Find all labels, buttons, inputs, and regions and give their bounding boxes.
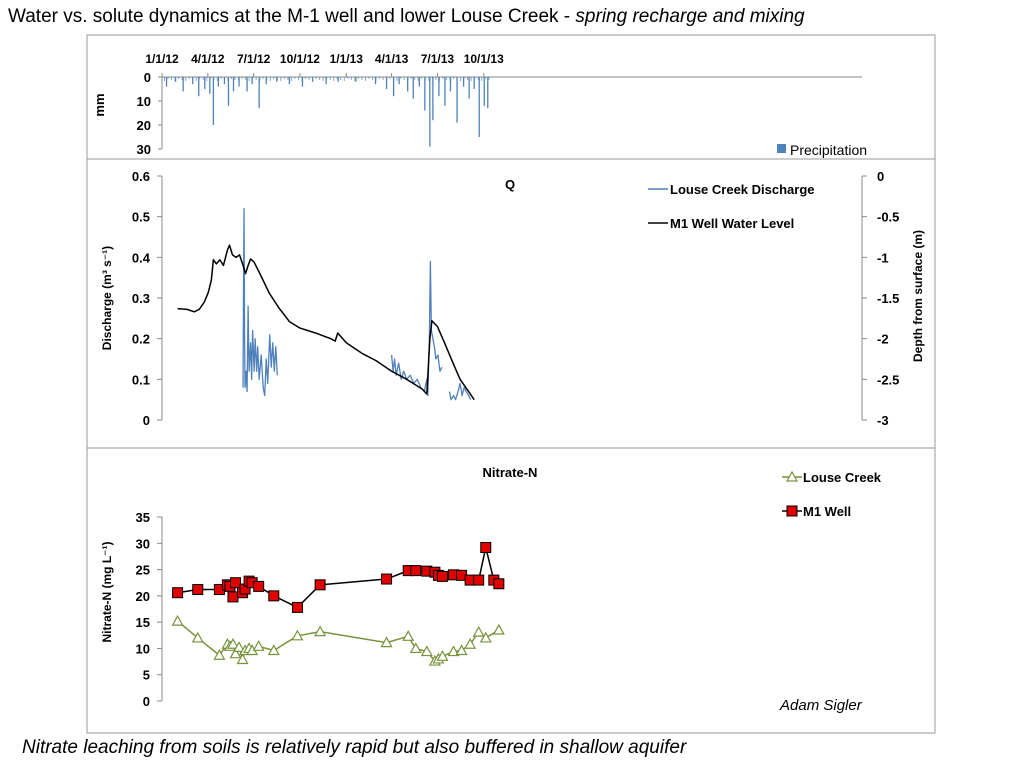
precip-y-tick-label: 20 bbox=[137, 118, 151, 133]
discharge-legend-label: Louse Creek Discharge bbox=[670, 182, 815, 197]
louse-creek-point bbox=[420, 645, 433, 657]
nitrate-y-tick-label: 20 bbox=[136, 589, 150, 604]
louse-creek-point bbox=[464, 637, 477, 649]
m1-well-point bbox=[493, 578, 505, 590]
nitrate-y-axis-label: Nitrate-N (mg L⁻¹) bbox=[100, 542, 114, 643]
precip-x-tick-label: 10/1/12 bbox=[280, 52, 320, 66]
discharge-y-tick-label: 0.1 bbox=[132, 372, 150, 387]
nitrate-y-tick-label: 25 bbox=[136, 563, 150, 578]
louse-creek-point bbox=[252, 640, 265, 651]
depth-y-tick-label: 0 bbox=[877, 169, 884, 184]
author-credit: Adam Sigler bbox=[779, 697, 863, 714]
louse-creek-point bbox=[314, 625, 327, 637]
louse-creek-point bbox=[191, 631, 204, 643]
precip-x-tick-label: 7/1/13 bbox=[421, 52, 455, 66]
m1-well-point bbox=[253, 580, 265, 592]
depth-y-tick-label: -1.5 bbox=[877, 291, 899, 306]
discharge-y-tick-label: 0.3 bbox=[132, 291, 150, 306]
louse-creek-point bbox=[492, 623, 505, 635]
precip-x-tick-label: 7/1/12 bbox=[237, 52, 271, 66]
discharge-line-segment bbox=[448, 382, 472, 401]
louse-creek-legend-marker bbox=[785, 470, 799, 482]
precip-x-tick-label: 4/1/12 bbox=[191, 52, 225, 66]
m1-well-legend-label: M1 Well bbox=[803, 504, 851, 519]
louse-creek-point bbox=[226, 637, 240, 649]
precip-x-tick-label: 1/1/12 bbox=[145, 52, 179, 66]
nitrate-y-tick-label: 30 bbox=[136, 536, 150, 551]
page-caption: Nitrate leaching from soils is relativel… bbox=[22, 737, 687, 758]
discharge-chart-title: Q bbox=[505, 177, 515, 192]
precip-x-tick-label: 1/1/13 bbox=[330, 52, 364, 66]
discharge-panel-frame bbox=[86, 158, 936, 449]
m1-well-legend-marker bbox=[786, 505, 798, 517]
m1-well-point bbox=[314, 579, 326, 591]
m1-well-point bbox=[480, 541, 492, 553]
precip-y-axis-label: mm bbox=[92, 93, 107, 116]
depth-y-tick-label: -2 bbox=[877, 332, 889, 347]
louse-creek-point bbox=[267, 644, 280, 656]
discharge-y-tick-label: 0.4 bbox=[132, 250, 151, 265]
precip-x-tick-label: 10/1/13 bbox=[464, 52, 504, 66]
louse-creek-point bbox=[291, 629, 304, 641]
nitrate-y-tick-label: 0 bbox=[143, 694, 150, 709]
m1-well-point bbox=[227, 591, 239, 603]
m1-well-point bbox=[192, 584, 204, 596]
m1-well-point bbox=[268, 590, 280, 602]
depth-y-tick-label: -1 bbox=[877, 250, 889, 265]
discharge-y-tick-label: 0.6 bbox=[132, 169, 150, 184]
louse-creek-point bbox=[436, 650, 449, 661]
well-level-line bbox=[177, 244, 475, 401]
m1-well-point bbox=[381, 573, 393, 585]
m1-well-point bbox=[410, 565, 422, 577]
louse-creek-point bbox=[233, 641, 246, 652]
discharge-line-segment bbox=[242, 207, 278, 397]
louse-creek-point bbox=[213, 649, 226, 660]
nitrate-panel-frame bbox=[86, 447, 936, 734]
depth-y-tick-label: -0.5 bbox=[877, 210, 899, 225]
louse-creek-point bbox=[380, 636, 393, 648]
title-italic: spring recharge and mixing bbox=[575, 6, 805, 27]
precip-y-tick-label: 10 bbox=[137, 94, 151, 109]
louse-creek-point bbox=[236, 653, 249, 665]
louse-creek-point bbox=[402, 630, 415, 641]
depth-y-tick-label: -3 bbox=[877, 413, 889, 428]
discharge-y-tick-label: 0.2 bbox=[132, 332, 150, 347]
louse-creek-point bbox=[171, 614, 184, 626]
m1-well-point bbox=[473, 574, 485, 586]
louse-creek-point bbox=[455, 644, 468, 656]
title-main: Water vs. solute dynamics at the M-1 wel… bbox=[8, 6, 576, 27]
nitrate-y-tick-label: 15 bbox=[136, 615, 150, 630]
nitrate-chart-title: Nitrate-N bbox=[483, 465, 538, 480]
louse-creek-legend-label: Louse Creek bbox=[803, 470, 882, 485]
depth-y-axis-label: Depth from surface (m) bbox=[911, 230, 925, 362]
precip-legend-label: Precipitation bbox=[790, 142, 867, 158]
discharge-y-tick-label: 0.5 bbox=[132, 210, 150, 225]
m1-well-point bbox=[230, 577, 242, 589]
nitrate-y-tick-label: 5 bbox=[143, 668, 150, 683]
louse-creek-point bbox=[409, 642, 422, 654]
louse-creek-point bbox=[229, 647, 242, 659]
discharge-y-tick-label: 0 bbox=[143, 413, 150, 428]
m1-well-point bbox=[172, 587, 184, 599]
nitrate-y-tick-label: 35 bbox=[136, 510, 150, 525]
nitrate-y-tick-label: 10 bbox=[136, 641, 150, 656]
depth-y-tick-label: -2.5 bbox=[877, 372, 899, 387]
precip-x-tick-label: 4/1/13 bbox=[375, 52, 409, 66]
precip-y-tick-label: 30 bbox=[137, 142, 151, 157]
m1-well-point bbox=[291, 601, 303, 613]
m1-well-point bbox=[436, 570, 448, 582]
precip-y-tick-label: 0 bbox=[144, 70, 151, 85]
well-legend-label: M1 Well Water Level bbox=[670, 216, 794, 231]
louse-creek-point bbox=[472, 625, 485, 637]
louse-creek-point bbox=[447, 645, 460, 657]
louse-creek-point bbox=[479, 631, 492, 643]
page-title: Water vs. solute dynamics at the M-1 wel… bbox=[8, 6, 805, 28]
precip-legend-swatch bbox=[777, 144, 786, 153]
discharge-y-axis-label: Discharge (m³ s⁻¹) bbox=[100, 246, 114, 350]
